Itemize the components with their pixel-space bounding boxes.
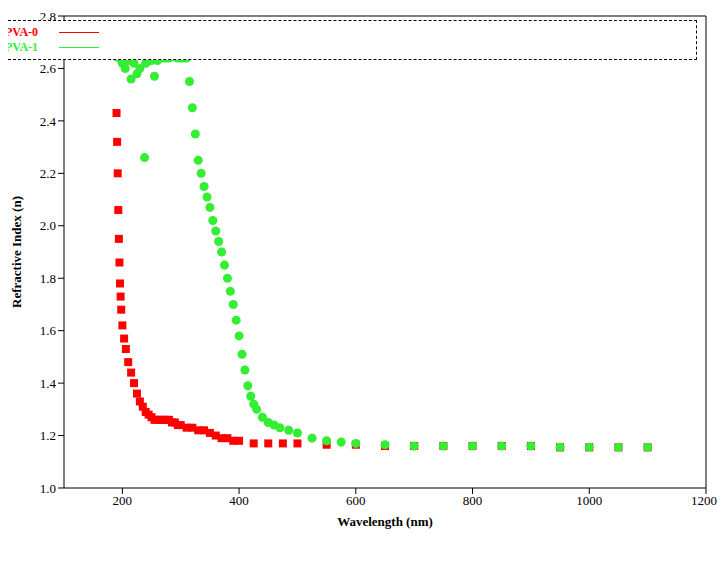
svg-text:400: 400 [229,493,249,508]
svg-text:1.0: 1.0 [40,481,56,496]
svg-text:Refractive Index (n): Refractive Index (n) [9,196,24,308]
svg-text:1.4: 1.4 [40,376,57,391]
svg-text:2.0: 2.0 [40,218,56,233]
svg-text:1200: 1200 [691,493,717,508]
svg-text:2.2: 2.2 [40,166,56,181]
svg-text:2.6: 2.6 [40,61,57,76]
svg-text:2.8: 2.8 [40,9,56,24]
svg-text:1.8: 1.8 [40,271,56,286]
svg-text:2.4: 2.4 [40,114,57,129]
svg-text:800: 800 [463,493,483,508]
svg-text:200: 200 [113,493,133,508]
svg-text:1.2: 1.2 [40,428,56,443]
svg-text:1000: 1000 [576,493,602,508]
svg-text:600: 600 [346,493,366,508]
svg-text:1.6: 1.6 [40,323,57,338]
html-text:PVA-1: PVA-1 [5,40,39,54]
html-text:PVA-0: PVA-0 [5,25,39,39]
svg-text:Wavelength (nm): Wavelength (nm) [337,514,433,529]
